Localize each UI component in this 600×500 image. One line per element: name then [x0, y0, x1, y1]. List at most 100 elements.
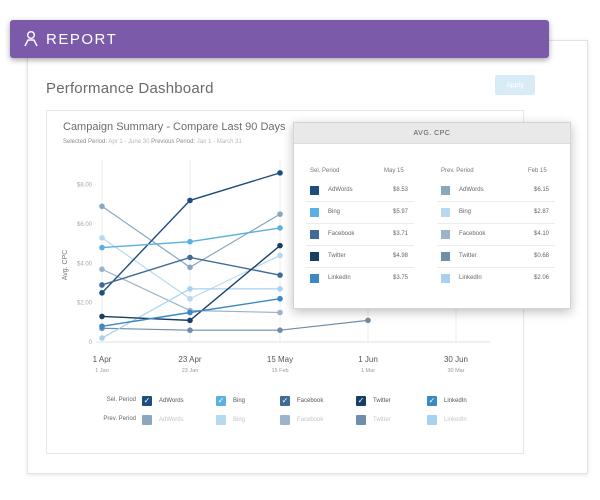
data-point-facebook-selected[interactable] — [277, 272, 283, 278]
apply-button[interactable]: Apply — [495, 75, 535, 95]
tooltip-sel-value: $5.97 — [392, 209, 408, 215]
data-point-adwords-previous[interactable] — [99, 203, 105, 210]
row-divider — [437, 223, 555, 224]
user-report-icon — [24, 31, 38, 47]
x-tick-label: 23 Apr — [178, 355, 201, 364]
data-point-facebook-previous[interactable] — [277, 309, 283, 316]
tooltip-sel-date: May 15 — [384, 168, 404, 174]
data-point-adwords-selected[interactable] — [277, 170, 283, 176]
previous-period-label: Previous Period: — [151, 139, 196, 145]
data-point-twitter-selected[interactable] — [187, 317, 193, 324]
data-point-bing-selected[interactable] — [277, 225, 283, 231]
tooltip-prev-value: $6.15 — [533, 187, 549, 193]
report-banner: REPORT — [10, 20, 549, 58]
data-point-twitter-selected[interactable] — [99, 313, 105, 320]
data-point-linkedin-previous[interactable] — [187, 286, 193, 292]
data-point-twitter-previous[interactable] — [365, 317, 371, 324]
legend-label: Twitter — [373, 398, 391, 404]
swatch — [310, 273, 319, 283]
y-tick-label: $4.00 — [77, 261, 93, 267]
avg-cpc-tooltip: AVG. CPC Sel. Period May 15 Prev. Period… — [293, 122, 571, 309]
legend-toggle-adwords-prev[interactable]: AdWords — [142, 415, 184, 425]
tooltip-prev-value: $2.06 — [533, 275, 549, 281]
legend-toggle-adwords-sel[interactable]: ✓ AdWords — [142, 396, 184, 406]
legend-swatch[interactable] — [356, 415, 366, 425]
data-point-linkedin-selected[interactable] — [99, 323, 105, 330]
data-point-twitter-previous[interactable] — [277, 327, 283, 334]
row-divider — [306, 223, 414, 224]
row-divider — [306, 267, 414, 268]
series-name: Bing — [328, 209, 341, 215]
series-name: Facebook — [328, 231, 355, 237]
legend-toggle-facebook-prev[interactable]: Facebook — [280, 415, 323, 425]
data-point-bing-previous[interactable] — [277, 252, 283, 259]
chart-title: Campaign Summary - Compare Last 90 Days — [63, 121, 286, 133]
tooltip-prev-row-facebook: Facebook — [441, 229, 514, 239]
data-point-twitter-previous[interactable] — [187, 327, 193, 334]
row-divider — [437, 245, 555, 246]
checkbox-checked-icon[interactable]: ✓ — [427, 396, 437, 406]
checkbox-checked-icon[interactable]: ✓ — [356, 396, 366, 406]
data-point-facebook-selected[interactable] — [99, 282, 105, 288]
data-point-facebook-previous[interactable] — [99, 266, 105, 273]
legend-toggle-twitter-sel[interactable]: ✓ Twitter — [356, 396, 391, 406]
series-name: Bing — [459, 209, 472, 215]
series-line-facebook-selected — [101, 256, 281, 286]
legend-label: Facebook — [297, 417, 324, 423]
y-tick-label: 0 — [89, 340, 93, 346]
data-point-adwords-previous[interactable] — [277, 211, 283, 217]
previous-period-value: Jan 1 - March 31 — [196, 139, 242, 145]
data-point-linkedin-selected[interactable] — [187, 309, 193, 316]
row-divider — [306, 245, 414, 246]
legend-toggle-facebook-sel[interactable]: ✓ Facebook — [280, 396, 323, 406]
tooltip-sel-header: Sel. Period — [310, 168, 340, 174]
legend-swatch[interactable] — [427, 415, 437, 425]
row-divider — [306, 201, 414, 202]
tooltip-prev-row-linkedin: LinkedIn — [441, 273, 514, 283]
tooltip-prev-value: $0.68 — [533, 253, 549, 259]
tooltip-sel-row-adwords: AdWords — [310, 185, 383, 195]
series-name: LinkedIn — [328, 275, 351, 281]
data-point-bing-selected[interactable] — [99, 244, 105, 251]
legend-toggle-bing-prev[interactable]: Bing — [216, 415, 245, 425]
x-tick-label: 1 Jun — [358, 355, 378, 364]
data-point-linkedin-previous[interactable] — [99, 335, 105, 341]
legend-swatch[interactable] — [216, 415, 226, 425]
legend-selected-label: Sel. Period — [106, 397, 136, 403]
series-name: AdWords — [328, 187, 353, 193]
y-tick-label: $6.00 — [77, 222, 93, 228]
legend-label: LinkedIn — [444, 398, 467, 404]
legend-toggle-linkedin-prev[interactable]: LinkedIn — [427, 415, 467, 425]
data-point-bing-previous[interactable] — [187, 295, 193, 302]
data-point-linkedin-selected[interactable] — [277, 295, 283, 302]
legend-swatch[interactable] — [280, 415, 290, 425]
data-point-twitter-selected[interactable] — [277, 242, 283, 249]
data-point-adwords-previous[interactable] — [187, 264, 193, 271]
legend-previous-label: Prev. Period — [103, 416, 136, 422]
data-point-linkedin-previous[interactable] — [277, 286, 283, 292]
legend-toggle-bing-sel[interactable]: ✓ Bing — [216, 396, 245, 406]
x-tick-sublabel: 23 Jan — [182, 368, 199, 374]
checkbox-checked-icon[interactable]: ✓ — [280, 396, 290, 406]
series-name: Facebook — [459, 231, 486, 237]
tooltip-prev-value: $4.10 — [533, 231, 549, 237]
y-tick-label: $2.00 — [77, 301, 93, 307]
legend-toggle-twitter-prev[interactable]: Twitter — [356, 415, 391, 425]
data-point-facebook-selected[interactable] — [187, 254, 193, 261]
data-point-bing-selected[interactable] — [187, 238, 193, 245]
checkbox-checked-icon[interactable]: ✓ — [216, 396, 226, 406]
checkbox-checked-icon[interactable]: ✓ — [142, 396, 152, 406]
swatch — [310, 229, 319, 239]
legend-toggle-linkedin-sel[interactable]: ✓ LinkedIn — [427, 396, 467, 406]
selected-period-label: Selected Period: — [63, 139, 108, 145]
data-point-adwords-selected[interactable] — [99, 290, 105, 296]
tooltip-prev-header: Prev. Period — [441, 168, 474, 174]
tooltip-prev-row-twitter: Twitter — [441, 251, 514, 261]
data-point-adwords-selected[interactable] — [187, 197, 193, 204]
data-point-bing-previous[interactable] — [99, 234, 105, 241]
legend-label: Bing — [233, 417, 246, 423]
series-line-twitter-previous — [101, 319, 369, 331]
legend-swatch[interactable] — [142, 415, 152, 425]
x-tick-label: 15 May — [267, 355, 293, 364]
swatch — [441, 229, 450, 239]
